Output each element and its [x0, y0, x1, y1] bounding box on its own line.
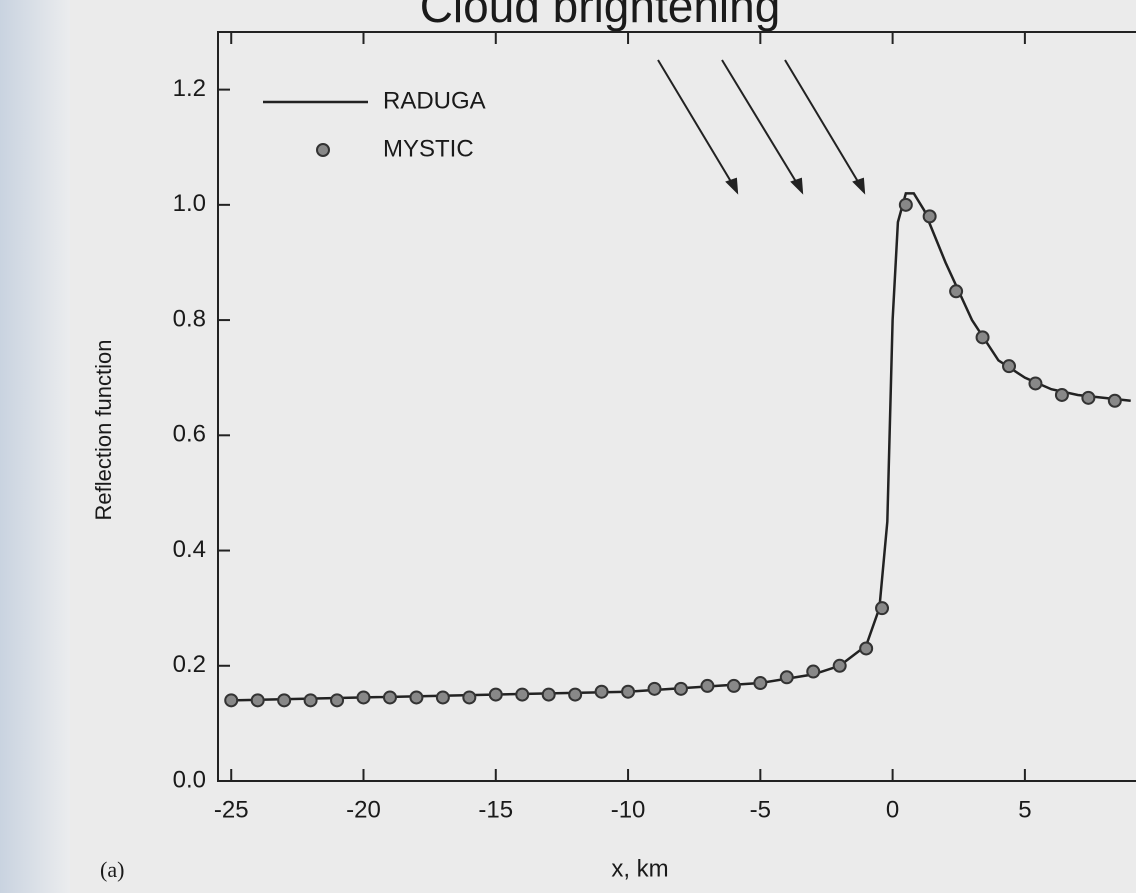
data-point	[726, 678, 741, 693]
x-tick-label: -15	[478, 796, 513, 823]
data-point	[356, 690, 371, 705]
data-point	[409, 690, 424, 705]
y-tick-label: 1.2	[173, 75, 206, 102]
data-point	[975, 330, 990, 345]
plot-frame	[217, 31, 1136, 782]
x-tick-label: -25	[214, 796, 249, 823]
y-tick-label: 0.8	[173, 305, 206, 332]
data-point	[898, 197, 913, 212]
data-point	[1107, 393, 1122, 408]
data-point	[277, 693, 292, 708]
data-point	[922, 209, 937, 224]
data-point	[1028, 376, 1043, 391]
background-strip	[0, 0, 80, 893]
data-point	[488, 687, 503, 702]
data-line	[231, 192, 1131, 702]
y-tick-label: 0.4	[173, 536, 206, 563]
legend-marker	[316, 143, 330, 157]
x-tick-label: 5	[1018, 796, 1031, 823]
x-tick-label: -5	[750, 796, 771, 823]
data-point	[779, 670, 794, 685]
x-tick-label: -10	[611, 796, 646, 823]
y-axis-label: Reflection function	[91, 340, 116, 521]
data-point	[859, 641, 874, 656]
data-point	[949, 284, 964, 299]
x-tick-label: 0	[886, 796, 899, 823]
data-point	[303, 693, 318, 708]
data-point	[330, 693, 345, 708]
arrows	[657, 59, 866, 195]
legend-label: MYSTIC	[383, 135, 474, 162]
y-tick-label: 0.2	[173, 651, 206, 678]
chart-title: Cloud brightening	[420, 0, 781, 32]
data-point	[435, 690, 450, 705]
data-point	[594, 684, 609, 699]
data-point	[806, 664, 821, 679]
legend-label: RADUGA	[383, 87, 486, 114]
data-point	[250, 693, 265, 708]
data-point	[515, 687, 530, 702]
data-point	[1081, 390, 1096, 405]
panel-label: (a)	[100, 857, 124, 882]
data-point	[462, 690, 477, 705]
data-point	[832, 658, 847, 673]
data-point	[568, 687, 583, 702]
data-point	[382, 690, 397, 705]
data-point	[224, 693, 239, 708]
data-point	[753, 676, 768, 691]
x-axis-label: x, km	[611, 855, 668, 882]
data-point	[700, 678, 715, 693]
data-point	[621, 684, 636, 699]
x-tick-label: -20	[346, 796, 381, 823]
data-point	[673, 681, 688, 696]
data-point	[1054, 387, 1069, 402]
figure-background	[70, 0, 1136, 893]
data-point	[541, 687, 556, 702]
data-point	[1002, 359, 1017, 374]
y-tick-label: 0.6	[173, 421, 206, 448]
data-point	[875, 601, 890, 616]
y-tick-label: 0.0	[173, 766, 206, 793]
data-point	[647, 681, 662, 696]
y-tick-label: 1.0	[173, 190, 206, 217]
